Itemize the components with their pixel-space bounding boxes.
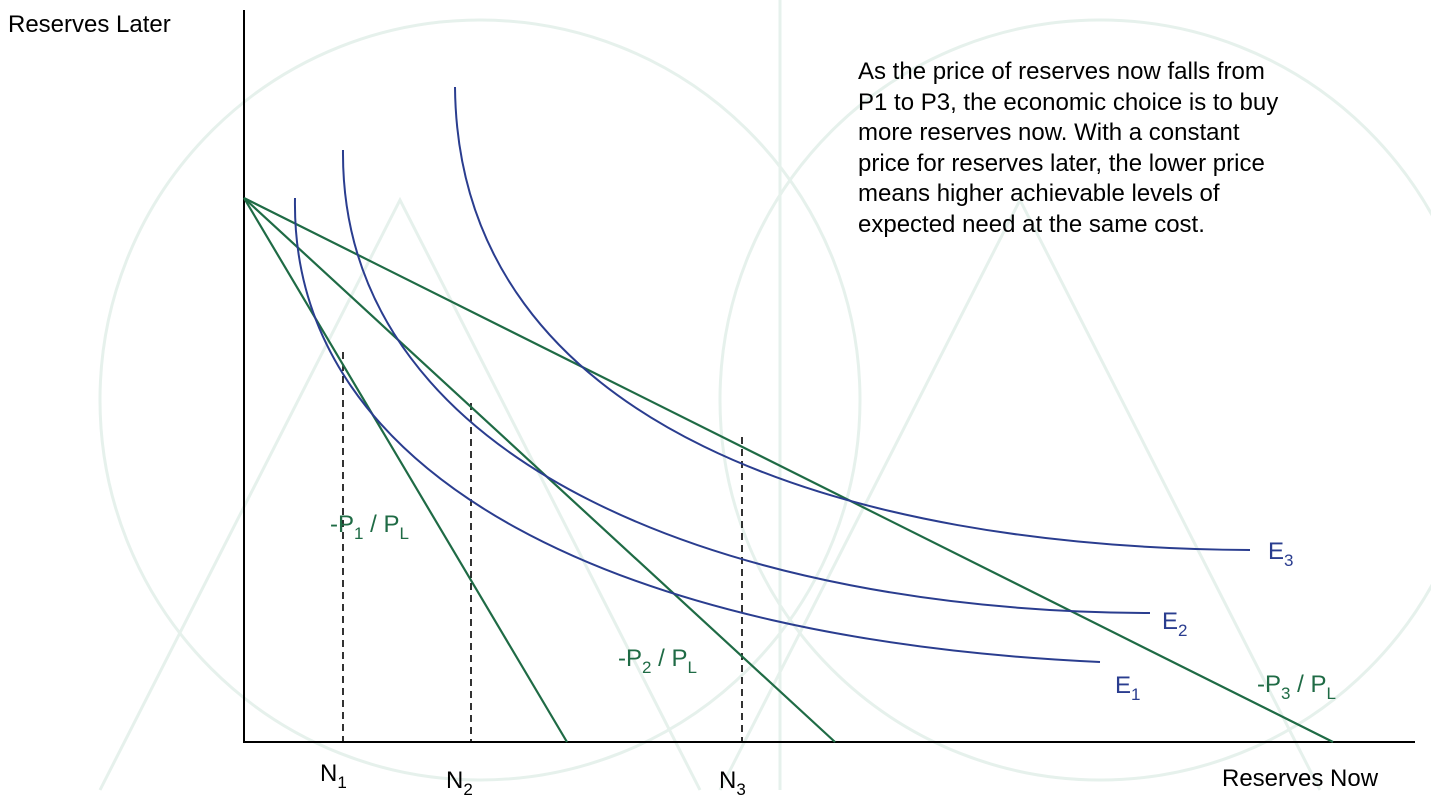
curve-e3-label: E3 — [1268, 538, 1293, 570]
curves — [293, 86, 1251, 663]
n1-label: N1 — [320, 760, 347, 792]
budget-line-p1 — [243, 197, 568, 743]
curve-e3 — [454, 86, 1251, 551]
budget-line-p3-label: -P3 / PL — [1257, 671, 1336, 703]
y-axis-title: Reserves Later — [8, 11, 171, 38]
budget-line-p2-label: -P2 / PL — [618, 645, 697, 677]
budget-line-p1-label: -P1 / PL — [330, 511, 409, 543]
budget-line-p2 — [243, 197, 836, 743]
budget-lines — [243, 197, 1334, 743]
watermark-logo — [98, 0, 1431, 791]
n3-label: N3 — [719, 767, 746, 797]
budget-line-p3 — [243, 197, 1334, 743]
explanation-text: As the price of reserves now falls from … — [858, 58, 1279, 238]
curve-e1-label: E1 — [1115, 672, 1140, 704]
curve-e2-label: E2 — [1162, 608, 1187, 640]
curve-e2 — [341, 149, 1151, 614]
x-axis-title: Reserves Now — [1222, 765, 1379, 792]
n2-label: N2 — [446, 767, 473, 797]
curve-e1 — [293, 197, 1101, 663]
